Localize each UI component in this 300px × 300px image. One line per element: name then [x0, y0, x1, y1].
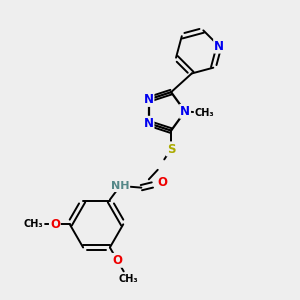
Text: CH₃: CH₃ [118, 274, 138, 284]
Text: N: N [143, 93, 154, 106]
Text: NH: NH [111, 181, 129, 191]
Text: CH₃: CH₃ [24, 219, 44, 229]
Text: O: O [112, 254, 122, 267]
Text: O: O [50, 218, 60, 231]
Text: S: S [167, 142, 176, 155]
Text: O: O [158, 176, 168, 189]
Text: N: N [180, 105, 190, 118]
Text: N: N [214, 40, 224, 52]
Text: N: N [143, 117, 154, 130]
Text: CH₃: CH₃ [195, 108, 214, 118]
